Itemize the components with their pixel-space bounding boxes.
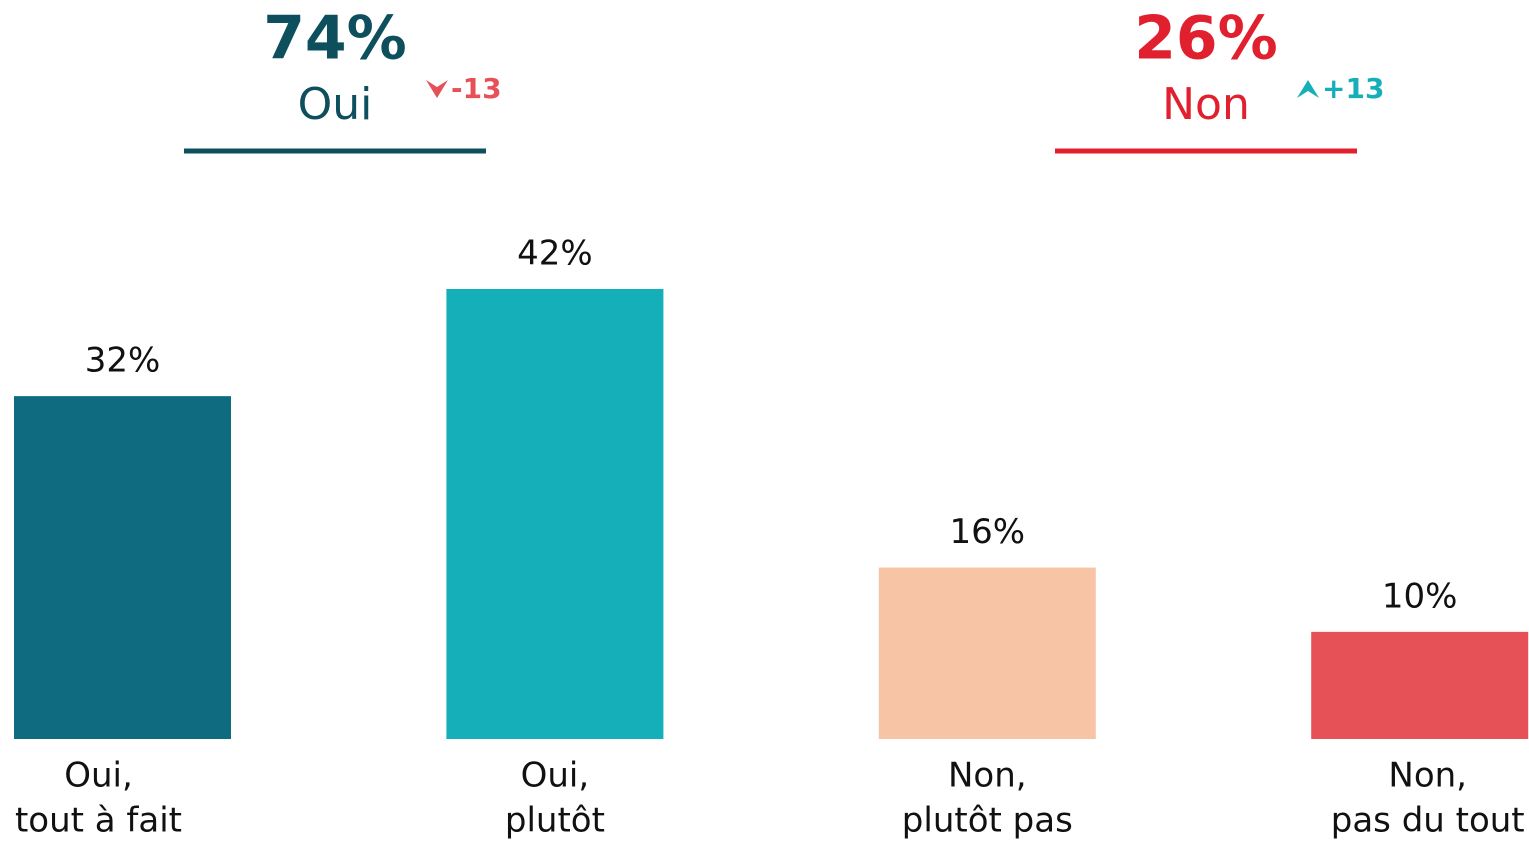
group-value: 74% [263, 4, 407, 74]
x-tick-label: Oui, [521, 756, 590, 796]
group-change: +13 [1322, 72, 1384, 105]
x-tick-label: plutôt [505, 801, 605, 841]
bar [14, 396, 231, 739]
arrow-up [1297, 80, 1319, 98]
x-tick-label: Oui, [64, 756, 133, 796]
x-tick-label: plutôt pas [902, 801, 1073, 841]
value-label: 42% [517, 234, 593, 274]
group-name: Oui [298, 79, 373, 130]
group-change: -13 [451, 72, 502, 105]
group-value: 26% [1134, 4, 1278, 74]
value-label: 10% [1382, 576, 1458, 616]
x-tick-label: Non, [948, 756, 1027, 796]
group-name: Non [1162, 79, 1250, 130]
bar [1311, 631, 1529, 739]
x-tick-label: pas du tout [1331, 801, 1525, 841]
x-tick-label: Non, [1388, 756, 1467, 796]
arrow-down [426, 80, 448, 98]
bar [446, 289, 664, 739]
value-label: 32% [85, 341, 161, 381]
value-label: 16% [950, 512, 1026, 552]
bar [878, 567, 1096, 739]
x-tick-label: tout à fait [15, 801, 182, 841]
